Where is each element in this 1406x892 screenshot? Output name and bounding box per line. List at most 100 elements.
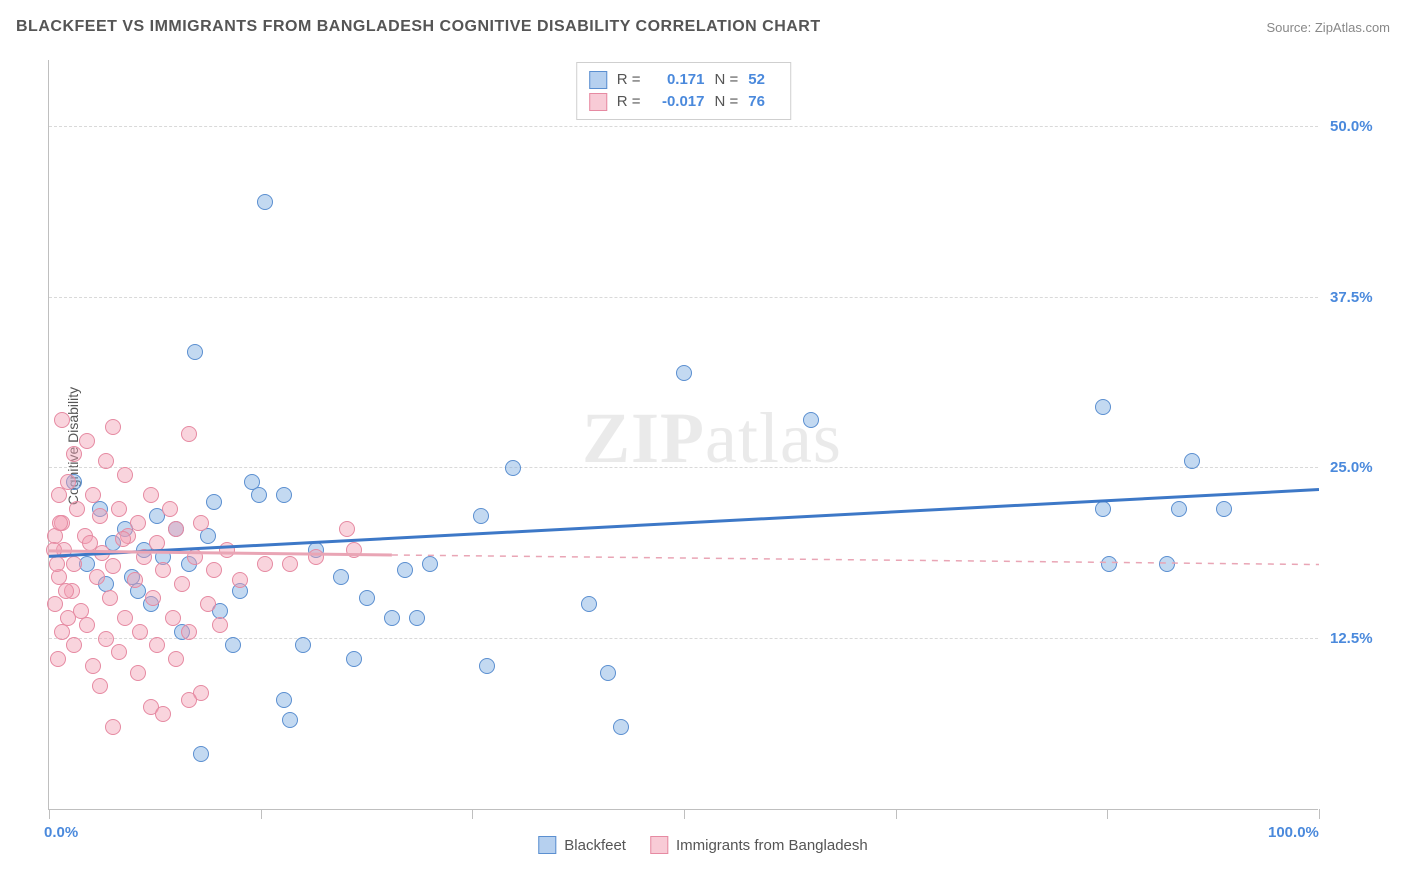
scatter-point-blue: [1095, 501, 1111, 517]
scatter-point-pink: [130, 665, 146, 681]
scatter-point-pink: [181, 426, 197, 442]
scatter-point-pink: [92, 508, 108, 524]
r-label: R =: [617, 91, 641, 113]
scatter-point-pink: [54, 624, 70, 640]
trend-lines: [49, 60, 1319, 810]
x-tick: [684, 809, 685, 819]
scatter-point-blue: [1216, 501, 1232, 517]
scatter-point-pink: [136, 549, 152, 565]
legend-item: Blackfeet: [538, 836, 626, 854]
x-tick-label: 100.0%: [1268, 824, 1319, 841]
scatter-point-pink: [79, 617, 95, 633]
x-tick: [49, 809, 50, 819]
y-tick-label: 37.5%: [1330, 289, 1373, 306]
scatter-point-pink: [339, 521, 355, 537]
x-tick: [1107, 809, 1108, 819]
gridline: [49, 467, 1318, 468]
scatter-point-pink: [174, 576, 190, 592]
gridline: [49, 297, 1318, 298]
scatter-point-pink: [66, 556, 82, 572]
scatter-point-blue: [600, 665, 616, 681]
scatter-point-blue: [505, 460, 521, 476]
scatter-point-pink: [212, 617, 228, 633]
scatter-point-blue: [384, 610, 400, 626]
scatter-point-pink: [50, 651, 66, 667]
source-label: Source: ZipAtlas.com: [1266, 20, 1390, 35]
scatter-point-pink: [308, 549, 324, 565]
swatch-pink-icon: [650, 836, 668, 854]
scatter-point-pink: [219, 542, 235, 558]
n-value: 52: [748, 69, 778, 91]
scatter-point-blue: [676, 365, 692, 381]
scatter-point-pink: [89, 569, 105, 585]
n-value: 76: [748, 91, 778, 113]
scatter-point-blue: [1095, 399, 1111, 415]
legend-label: Immigrants from Bangladesh: [676, 837, 868, 854]
x-tick-label: 0.0%: [44, 824, 78, 841]
scatter-point-pink: [105, 419, 121, 435]
legend-label: Blackfeet: [564, 837, 626, 854]
r-value: -0.017: [651, 91, 705, 113]
scatter-point-blue: [333, 569, 349, 585]
scatter-point-blue: [1159, 556, 1175, 572]
swatch-pink-icon: [589, 93, 607, 111]
scatter-point-blue: [1184, 453, 1200, 469]
scatter-point-blue: [295, 637, 311, 653]
y-tick-label: 25.0%: [1330, 459, 1373, 476]
scatter-point-pink: [69, 501, 85, 517]
scatter-point-pink: [232, 572, 248, 588]
scatter-point-pink: [155, 706, 171, 722]
scatter-point-pink: [115, 531, 131, 547]
scatter-point-blue: [200, 528, 216, 544]
page-title: BLACKFEET VS IMMIGRANTS FROM BANGLADESH …: [16, 18, 821, 35]
scatter-point-blue: [276, 487, 292, 503]
r-value: 0.171: [651, 69, 705, 91]
scatter-point-blue: [581, 596, 597, 612]
scatter-point-pink: [127, 572, 143, 588]
scatter-point-pink: [132, 624, 148, 640]
scatter-point-pink: [145, 590, 161, 606]
scatter-point-blue: [257, 194, 273, 210]
scatter-point-blue: [193, 746, 209, 762]
legend-row-blue: R = 0.171 N = 52: [589, 69, 779, 91]
scatter-point-pink: [49, 556, 65, 572]
y-tick-label: 12.5%: [1330, 630, 1373, 647]
scatter-point-pink: [58, 583, 74, 599]
scatter-point-blue: [225, 637, 241, 653]
scatter-point-blue: [276, 692, 292, 708]
scatter-point-blue: [479, 658, 495, 674]
scatter-point-pink: [181, 692, 197, 708]
scatter-point-blue: [613, 719, 629, 735]
legend-row-pink: R = -0.017 N = 76: [589, 91, 779, 113]
scatter-plot: ZIPatlas R = 0.171 N = 52 R = -0.017 N =…: [48, 60, 1318, 810]
scatter-point-blue: [206, 494, 222, 510]
scatter-point-pink: [66, 446, 82, 462]
scatter-point-pink: [149, 535, 165, 551]
x-tick: [472, 809, 473, 819]
scatter-point-blue: [473, 508, 489, 524]
scatter-point-pink: [51, 487, 67, 503]
scatter-point-blue: [422, 556, 438, 572]
scatter-point-pink: [111, 501, 127, 517]
scatter-point-pink: [187, 549, 203, 565]
scatter-point-pink: [257, 556, 273, 572]
scatter-point-blue: [282, 712, 298, 728]
scatter-point-blue: [244, 474, 260, 490]
scatter-point-blue: [409, 610, 425, 626]
scatter-point-pink: [105, 558, 121, 574]
swatch-blue-icon: [589, 71, 607, 89]
scatter-point-pink: [155, 562, 171, 578]
scatter-point-pink: [168, 521, 184, 537]
scatter-point-blue: [359, 590, 375, 606]
y-tick-label: 50.0%: [1330, 118, 1373, 135]
scatter-point-pink: [85, 487, 101, 503]
scatter-point-pink: [181, 624, 197, 640]
scatter-point-pink: [282, 556, 298, 572]
scatter-point-pink: [162, 501, 178, 517]
scatter-point-pink: [52, 515, 68, 531]
swatch-blue-icon: [538, 836, 556, 854]
scatter-point-pink: [102, 590, 118, 606]
scatter-point-pink: [79, 433, 95, 449]
n-label: N =: [715, 91, 739, 113]
x-tick: [261, 809, 262, 819]
